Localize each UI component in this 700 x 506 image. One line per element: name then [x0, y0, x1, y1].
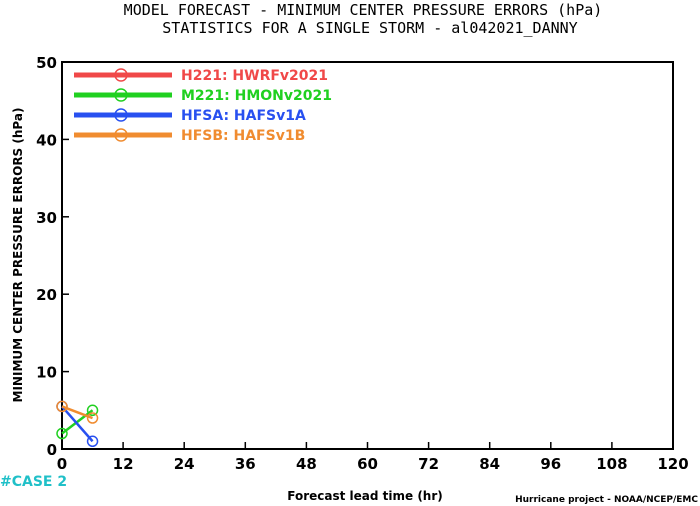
legend-label: HFSA: HAFSv1A [181, 108, 306, 124]
y-tick-label: 10 [36, 364, 57, 382]
x-tick-label: 108 [596, 455, 627, 473]
legend-marker [114, 128, 128, 142]
legend-label: H221: HWRFv2021 [181, 68, 328, 84]
series-line [61, 405, 94, 443]
y-tick-label: 20 [36, 286, 57, 304]
x-tick-label: 96 [540, 455, 561, 473]
x-tick-label: 24 [174, 455, 195, 473]
data-point [86, 404, 99, 417]
credit-text: Hurricane project - NOAA/NCEP/EMC [515, 495, 698, 505]
x-tick-label: 0 [57, 455, 67, 473]
data-point [56, 400, 68, 413]
case-count: #CASE 2 [0, 474, 67, 490]
x-tick-label: 84 [479, 455, 500, 473]
legend-label: HFSB: HAFSv1B [181, 128, 305, 144]
x-tick-label: 12 [113, 455, 134, 473]
legend-marker [114, 108, 128, 122]
chart-title: MODEL FORECAST - MINIMUM CENTER PRESSURE… [124, 1, 603, 19]
x-tick-label: 36 [235, 455, 256, 473]
x-axis-label: Forecast lead time (hr) [287, 489, 443, 503]
legend-marker [114, 88, 128, 102]
x-tick-label: 120 [657, 455, 688, 473]
y-tick-label: 30 [36, 209, 57, 227]
y-tick-label: 50 [36, 54, 57, 72]
x-tick-label: 60 [357, 455, 378, 473]
x-axis-ticks: 0 12 24 36 48 60 72 84 96 108 120 [57, 442, 689, 473]
y-tick-label: 0 [47, 441, 57, 459]
legend-label: M221: HMONv2021 [181, 88, 332, 104]
y-tick-label: 40 [36, 131, 57, 149]
x-tick-label: 72 [418, 455, 439, 473]
chart-subtitle: STATISTICS FOR A SINGLE STORM - al042021… [162, 19, 577, 37]
legend: H221: HWRFv2021 M221: HMONv2021 HFSA: HAFS… [74, 68, 332, 144]
y-axis-label: MINIMUM CENTER PRESSURE ERRORS (hPa) [11, 108, 25, 403]
series-line [61, 409, 94, 435]
data-point [56, 427, 68, 440]
legend-marker [114, 68, 128, 82]
data-point [86, 435, 99, 448]
plot-frame [61, 61, 674, 450]
y-axis-ticks: 0 10 20 30 40 50 [36, 54, 69, 459]
series-layer [56, 400, 99, 448]
x-tick-label: 48 [296, 455, 317, 473]
data-point [86, 412, 99, 424]
